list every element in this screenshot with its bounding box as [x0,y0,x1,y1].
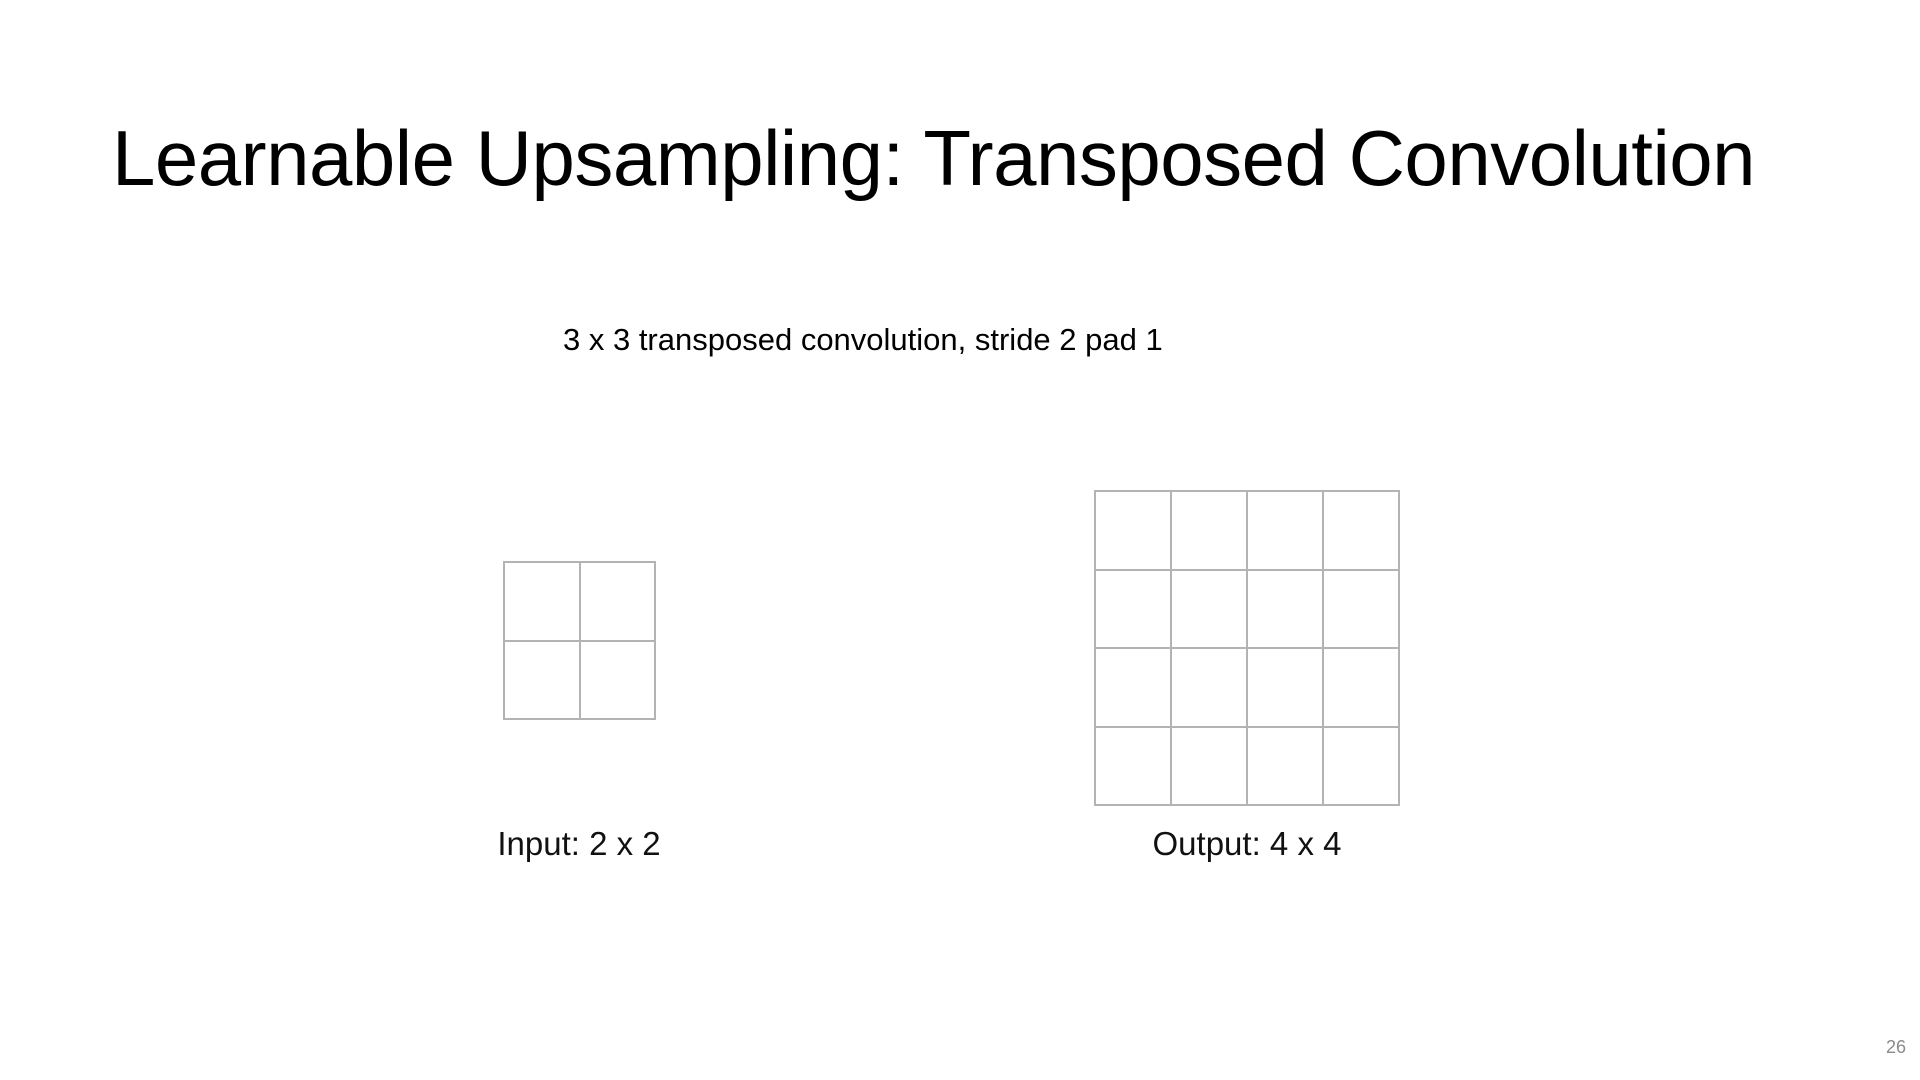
output-grid-cell [1248,492,1324,571]
output-grid-cell [1096,727,1172,806]
output-grid-cell [1172,570,1248,649]
input-grid-cell [580,641,656,720]
output-grid-cell [1248,649,1324,728]
output-grid [1094,490,1400,806]
input-grid [503,561,656,720]
input-grid-cell [505,641,581,720]
input-grid-cell [505,563,581,642]
page-number: 26 [1885,1037,1906,1057]
slide-title: Learnable Upsampling: Transposed Convolu… [112,114,1756,202]
input-grid-label: Input: 2 x 2 [497,825,661,862]
output-grid-cell [1324,649,1400,728]
output-grid-cell [1096,570,1172,649]
output-grid-cell [1096,649,1172,728]
input-grid-cell [580,563,656,642]
output-grid-cell [1172,492,1248,571]
output-grid-cell [1248,570,1324,649]
operation-description: 3 x 3 transposed convolution, stride 2 p… [563,322,1163,357]
output-grid-cell [1172,649,1248,728]
output-grid-label: Output: 4 x 4 [1152,825,1342,862]
output-grid-cell [1324,727,1400,806]
output-grid-cell [1172,727,1248,806]
output-grid-cell [1096,492,1172,571]
output-grid-cell [1248,727,1324,806]
output-grid-cell [1324,570,1400,649]
output-grid-cell [1324,492,1400,571]
